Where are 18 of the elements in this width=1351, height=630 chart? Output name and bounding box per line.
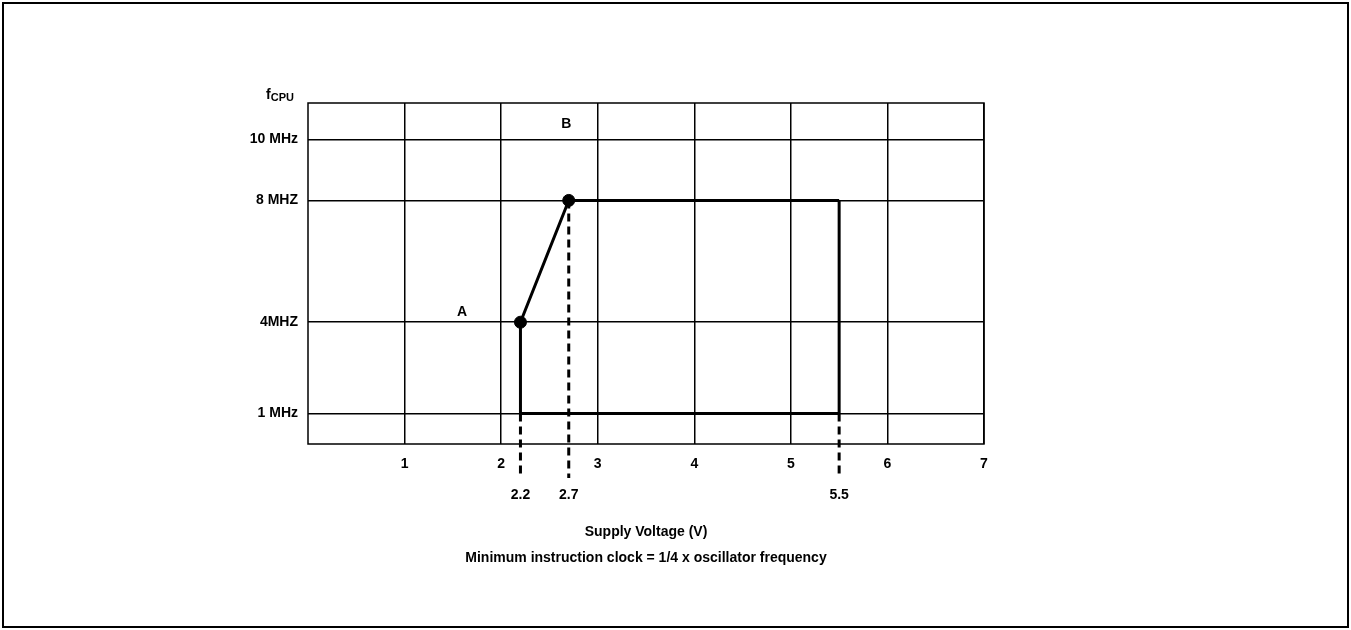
x-tick-label: 2: [497, 455, 506, 472]
y-tick-label: 4MHZ: [259, 313, 299, 330]
x-tick-label: 3: [593, 455, 602, 472]
ref-line-label: 2.2: [510, 486, 531, 502]
x-tick-label: 4: [690, 455, 699, 472]
y-tick-label: 8 MHZ: [256, 191, 299, 208]
x-tick-label: 1: [400, 455, 409, 472]
text: Minimum instruction clock = 1/4 x oscillator frequency: [465, 549, 827, 565]
ref-line-label: 5.5: [829, 486, 850, 502]
annotation: B: [561, 115, 572, 132]
y-tick-label: 1 MHz: [257, 404, 298, 421]
ref-line-label: 2.7: [559, 486, 579, 502]
x-tick-label: 7: [980, 455, 989, 472]
x-tick-label: 6: [883, 455, 892, 472]
x-tick-label: 5: [786, 455, 795, 472]
y-tick-label: 10 MHz: [249, 130, 298, 147]
x-axis-title: Supply Voltage (V): [584, 523, 708, 539]
annotation: A: [457, 303, 468, 320]
